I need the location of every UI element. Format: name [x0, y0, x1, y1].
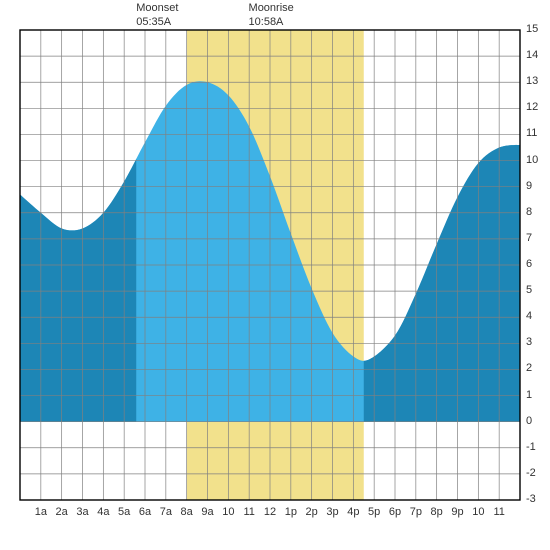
- x-tick-label: 9a: [201, 506, 213, 518]
- y-tick-label: 8: [526, 206, 532, 218]
- x-tick-label: 5p: [368, 506, 380, 518]
- y-tick-label: -1: [526, 441, 536, 453]
- y-tick-label: 12: [526, 101, 538, 113]
- x-tick-label: 8a: [181, 506, 193, 518]
- x-tick-label: 4a: [97, 506, 109, 518]
- x-tick-label: 3a: [76, 506, 88, 518]
- x-tick-label: 12: [264, 506, 276, 518]
- y-tick-label: 1: [526, 389, 532, 401]
- x-tick-label: 7a: [160, 506, 172, 518]
- tide-chart: Moonset 05:35A Moonrise 10:58A 151413121…: [0, 0, 550, 550]
- y-tick-label: 6: [526, 258, 532, 270]
- y-tick-label: 13: [526, 75, 538, 87]
- x-tick-label: 10: [222, 506, 234, 518]
- y-tick-label: 14: [526, 49, 538, 61]
- y-tick-label: 9: [526, 180, 532, 192]
- annotation-moonset-time: 05:35A: [136, 16, 178, 30]
- y-tick-label: 7: [526, 232, 532, 244]
- x-tick-label: 2a: [56, 506, 68, 518]
- x-tick-label: 10: [472, 506, 484, 518]
- y-tick-label: 15: [526, 23, 538, 35]
- x-tick-label: 2p: [306, 506, 318, 518]
- x-tick-label: 1a: [35, 506, 47, 518]
- x-tick-label: 1p: [285, 506, 297, 518]
- x-tick-label: 6p: [389, 506, 401, 518]
- x-tick-label: 9p: [451, 506, 463, 518]
- y-tick-label: 2: [526, 362, 532, 374]
- annotation-moonset: Moonset 05:35A: [136, 2, 178, 30]
- x-tick-label: 8p: [431, 506, 443, 518]
- annotation-moonrise-title: Moonrise: [249, 2, 294, 16]
- x-tick-label: 3p: [326, 506, 338, 518]
- y-tick-label: 11: [526, 127, 537, 139]
- annotation-moonrise: Moonrise 10:58A: [249, 2, 294, 30]
- y-tick-label: 3: [526, 336, 532, 348]
- x-tick-label: 6a: [139, 506, 151, 518]
- y-tick-label: 10: [526, 154, 538, 166]
- y-tick-label: 0: [526, 415, 532, 427]
- y-tick-label: 5: [526, 284, 532, 296]
- x-tick-label: 7p: [410, 506, 422, 518]
- chart-svg: [0, 0, 550, 550]
- y-tick-label: -2: [526, 467, 536, 479]
- y-tick-label: 4: [526, 310, 532, 322]
- annotation-moonset-title: Moonset: [136, 2, 178, 16]
- x-tick-label: 11: [493, 506, 504, 518]
- x-tick-label: 4p: [347, 506, 359, 518]
- x-tick-label: 11: [243, 506, 254, 518]
- annotation-moonrise-time: 10:58A: [249, 16, 294, 30]
- x-tick-label: 5a: [118, 506, 130, 518]
- y-tick-label: -3: [526, 493, 536, 505]
